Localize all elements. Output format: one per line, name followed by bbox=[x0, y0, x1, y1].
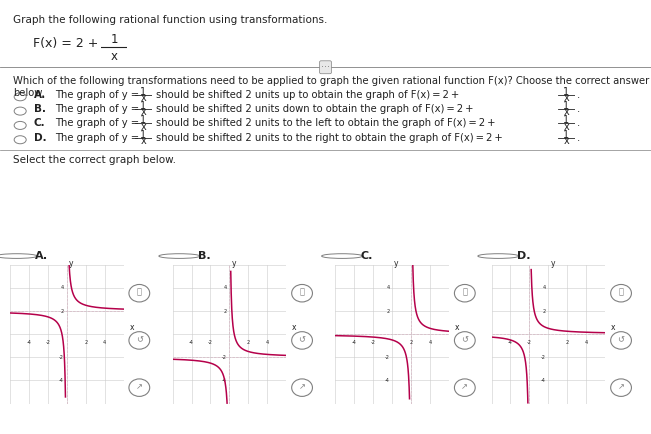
Text: should be shifted 2 units up to obtain the graph of F(x) = 2 +: should be shifted 2 units up to obtain t… bbox=[156, 89, 460, 100]
Text: -2: -2 bbox=[527, 340, 532, 345]
Text: 2: 2 bbox=[566, 340, 569, 345]
Text: -4: -4 bbox=[222, 378, 227, 383]
Text: ↗: ↗ bbox=[299, 382, 305, 391]
Text: x: x bbox=[141, 93, 146, 103]
Text: 1: 1 bbox=[563, 101, 570, 111]
Text: x: x bbox=[141, 107, 146, 118]
Text: The graph of y =: The graph of y = bbox=[55, 104, 139, 114]
Text: ↺: ↺ bbox=[462, 335, 468, 344]
Text: -4: -4 bbox=[385, 378, 389, 383]
Text: x: x bbox=[611, 323, 616, 332]
Text: -4: -4 bbox=[26, 340, 31, 345]
Text: 1: 1 bbox=[563, 129, 570, 140]
Text: 2: 2 bbox=[223, 309, 227, 313]
Text: x: x bbox=[141, 122, 146, 132]
Text: ↺: ↺ bbox=[299, 335, 305, 344]
Text: -4: -4 bbox=[59, 378, 64, 383]
Text: y: y bbox=[550, 259, 555, 268]
Text: The graph of y =: The graph of y = bbox=[55, 118, 139, 128]
Text: ↺: ↺ bbox=[136, 335, 143, 344]
Text: D.: D. bbox=[517, 251, 530, 261]
Text: 1: 1 bbox=[563, 115, 570, 125]
Text: 1: 1 bbox=[140, 86, 146, 97]
Text: x: x bbox=[111, 50, 117, 63]
Text: .: . bbox=[577, 132, 580, 143]
Text: Select the correct graph below.: Select the correct graph below. bbox=[13, 155, 176, 165]
Text: y: y bbox=[394, 259, 398, 268]
Text: C.: C. bbox=[361, 251, 373, 261]
Text: 2: 2 bbox=[84, 340, 87, 345]
Text: C.: C. bbox=[34, 118, 46, 128]
Text: ↗: ↗ bbox=[618, 382, 624, 391]
Text: B.: B. bbox=[198, 251, 210, 261]
Text: -4: -4 bbox=[508, 340, 513, 345]
Text: 2: 2 bbox=[409, 340, 413, 345]
Text: 1: 1 bbox=[140, 101, 146, 111]
Text: y: y bbox=[68, 259, 73, 268]
Text: 🔍: 🔍 bbox=[462, 288, 467, 297]
Text: should be shifted 2 units down to obtain the graph of F(x) = 2 +: should be shifted 2 units down to obtain… bbox=[156, 104, 474, 114]
Text: 1: 1 bbox=[140, 115, 146, 125]
Text: 4: 4 bbox=[585, 340, 588, 345]
Text: 1: 1 bbox=[110, 33, 118, 46]
Text: 4: 4 bbox=[266, 340, 269, 345]
Text: -2: -2 bbox=[385, 355, 389, 360]
Text: x: x bbox=[564, 93, 569, 103]
Text: A.: A. bbox=[34, 89, 46, 100]
Text: 4: 4 bbox=[61, 286, 64, 290]
Text: 2: 2 bbox=[542, 309, 546, 313]
Text: .: . bbox=[577, 104, 580, 114]
Text: B.: B. bbox=[34, 104, 46, 114]
Text: -2: -2 bbox=[59, 355, 64, 360]
Text: 1: 1 bbox=[140, 129, 146, 140]
Text: Which of the following transformations need to be applied to graph the given rat: Which of the following transformations n… bbox=[13, 76, 649, 98]
Text: -2: -2 bbox=[46, 340, 50, 345]
Text: 2: 2 bbox=[61, 309, 64, 313]
Text: x: x bbox=[564, 122, 569, 132]
Text: The graph of y =: The graph of y = bbox=[55, 132, 139, 143]
Text: -2: -2 bbox=[208, 340, 213, 345]
Text: -2: -2 bbox=[541, 355, 546, 360]
Text: ↗: ↗ bbox=[136, 382, 143, 391]
Text: x: x bbox=[130, 323, 134, 332]
Text: 4: 4 bbox=[542, 286, 546, 290]
Text: -2: -2 bbox=[222, 355, 227, 360]
Text: 🔍: 🔍 bbox=[299, 288, 305, 297]
Text: ↺: ↺ bbox=[618, 335, 624, 344]
Text: should be shifted 2 units to the left to obtain the graph of F(x) = 2 +: should be shifted 2 units to the left to… bbox=[156, 118, 496, 128]
Text: A.: A. bbox=[35, 251, 48, 261]
Text: x: x bbox=[455, 323, 460, 332]
Text: -4: -4 bbox=[189, 340, 194, 345]
Text: 4: 4 bbox=[386, 286, 389, 290]
Text: x: x bbox=[292, 323, 297, 332]
Text: 2: 2 bbox=[386, 309, 389, 313]
Text: 2: 2 bbox=[247, 340, 250, 345]
Text: -4: -4 bbox=[541, 378, 546, 383]
Text: should be shifted 2 units to the right to obtain the graph of F(x) = 2 +: should be shifted 2 units to the right t… bbox=[156, 132, 503, 143]
Text: 4: 4 bbox=[223, 286, 227, 290]
Text: 🔍: 🔍 bbox=[137, 288, 142, 297]
Text: y: y bbox=[231, 259, 236, 268]
Text: ···: ··· bbox=[321, 62, 330, 72]
Text: 🔍: 🔍 bbox=[618, 288, 624, 297]
Text: .: . bbox=[577, 89, 580, 100]
Text: 1: 1 bbox=[563, 86, 570, 97]
Text: 4: 4 bbox=[428, 340, 432, 345]
Text: .: . bbox=[577, 118, 580, 128]
Text: x: x bbox=[141, 136, 146, 146]
Text: 4: 4 bbox=[103, 340, 106, 345]
Text: Graph the following rational function using transformations.: Graph the following rational function us… bbox=[13, 15, 327, 25]
Text: x: x bbox=[564, 136, 569, 146]
Text: The graph of y =: The graph of y = bbox=[55, 89, 139, 100]
Text: F(x) = 2 +: F(x) = 2 + bbox=[33, 37, 98, 50]
Text: x: x bbox=[564, 107, 569, 118]
Text: ↗: ↗ bbox=[462, 382, 468, 391]
Text: -2: -2 bbox=[371, 340, 376, 345]
Text: -4: -4 bbox=[352, 340, 357, 345]
Text: D.: D. bbox=[34, 132, 46, 143]
